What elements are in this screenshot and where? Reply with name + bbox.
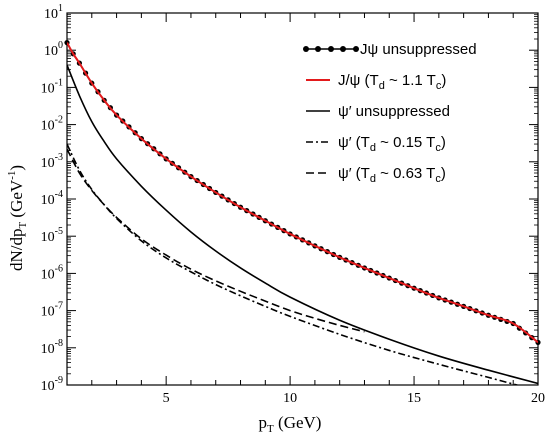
y-tick-label: 10-1: [41, 77, 63, 96]
legend-entry-3: ψ′ (Td ~ 0.15 Tc): [306, 134, 446, 154]
plot-frame: [66, 12, 539, 386]
x-tick-label: 5: [163, 391, 170, 406]
y-tick-label: 10-2: [41, 115, 63, 134]
x-tick-label: 10: [283, 391, 297, 406]
series-layer: [64, 40, 541, 385]
y-tick-label: 101: [44, 3, 63, 22]
x-tick-label: 20: [531, 391, 545, 406]
legend-entry-4: ψ′ (Td ~ 0.63 Tc): [306, 165, 446, 185]
legend: Jψ unsuppressed J/ψ (Td ~ 1.1 Tc) ψ′ uns…: [303, 41, 477, 185]
y-tick-label: 100: [44, 40, 63, 59]
y-tick-label: 10-9: [41, 375, 63, 394]
legend-label-1: J/ψ (Td ~ 1.1 Tc): [338, 72, 446, 92]
y-tick-label: 10-5: [41, 226, 63, 245]
y-tick-label: 10-6: [41, 263, 63, 282]
y-axis-label: dN/dpT (GeV-1): [6, 165, 29, 271]
y-tick-label: 10-8: [41, 338, 63, 357]
axis-labels: pT (GeV) dN/dpT (GeV-1): [6, 165, 321, 435]
legend-label-0: Jψ unsuppressed: [360, 41, 477, 58]
axis-ticks: 5 10 15 20 101 100 10-1 10-2 10-3 10-4 10-5 10-6 10-…: [41, 3, 545, 406]
series-line-4: [67, 148, 365, 333]
y-tick-label: 10-3: [41, 152, 63, 171]
legend-label-2: ψ′ unsuppressed: [338, 103, 450, 120]
legend-label-3: ψ′ (Td ~ 0.15 Tc): [338, 134, 446, 154]
series-line-2: [67, 64, 538, 385]
series-line-0: [67, 42, 538, 343]
legend-label-4: ψ′ (Td ~ 0.63 Tc): [338, 165, 446, 185]
y-tick-label: 10-7: [41, 301, 63, 320]
legend-entry-2: ψ′ unsuppressed: [306, 103, 450, 120]
legend-entry-0: Jψ unsuppressed: [303, 41, 477, 58]
y-tick-label: 10-4: [41, 189, 63, 208]
legend-entry-1: J/ψ (Td ~ 1.1 Tc): [306, 72, 446, 92]
x-axis-label: pT (GeV): [259, 413, 322, 435]
x-tick-label: 15: [407, 391, 421, 406]
series-line-1: [67, 42, 538, 344]
series-line-3: [67, 143, 520, 385]
